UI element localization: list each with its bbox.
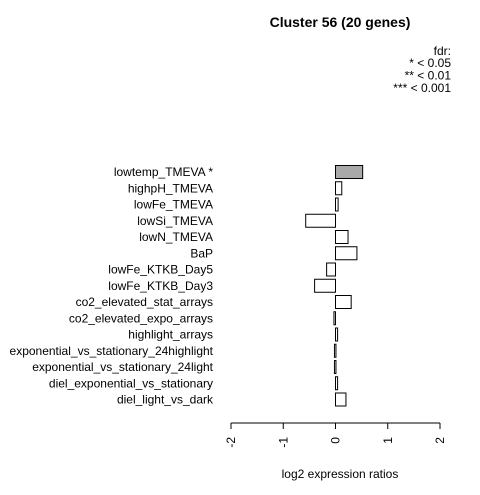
bar xyxy=(335,246,358,261)
bar xyxy=(326,262,336,277)
category-label: exponential_vs_stationary_24light xyxy=(32,360,213,374)
legend: fdr: * < 0.05 ** < 0.01 *** < 0.001 xyxy=(393,44,451,95)
bar xyxy=(335,230,349,244)
legend-entry-3: *** < 0.001 xyxy=(393,81,451,95)
bar xyxy=(335,181,343,196)
bar xyxy=(335,165,364,179)
x-tick-label: -2 xyxy=(224,437,238,448)
x-tick-label: -1 xyxy=(276,437,290,448)
legend-entry-2: ** < 0.01 xyxy=(405,69,452,83)
category-label: highlight_arrays xyxy=(128,328,213,342)
x-tick-label: 0 xyxy=(329,437,343,444)
x-axis-label: log2 expression ratios xyxy=(282,467,399,481)
bar xyxy=(335,376,339,391)
legend-title: fdr: xyxy=(434,44,451,58)
category-label: BaP xyxy=(190,246,213,260)
category-label: lowSi_TMEVA xyxy=(137,214,213,228)
category-label: lowFe_TMEVA xyxy=(134,198,213,212)
category-label: exponential_vs_stationary_24highlight xyxy=(10,344,214,358)
x-axis: -2 -1 0 1 2 xyxy=(224,422,447,448)
category-label: lowN_TMEVA xyxy=(139,230,213,244)
bar xyxy=(335,197,339,212)
category-label: diel_exponential_vs_stationary xyxy=(49,376,213,390)
category-label: diel_light_vs_dark xyxy=(117,393,214,407)
bar xyxy=(333,311,336,326)
bar xyxy=(305,213,336,228)
category-label: lowtemp_TMEVA * xyxy=(114,165,213,179)
bar xyxy=(335,327,339,342)
x-tick-label: 2 xyxy=(433,437,447,444)
bars xyxy=(305,165,364,407)
bar xyxy=(335,295,352,309)
bar xyxy=(333,360,337,374)
chart-title: Cluster 56 (20 genes) xyxy=(270,14,411,30)
category-label: lowFe_KTKB_Day5 xyxy=(108,263,213,277)
category-label: highpH_TMEVA xyxy=(128,181,213,195)
category-labels: lowtemp_TMEVA * highpH_TMEVA lowFe_TMEVAlo… xyxy=(10,165,214,407)
bar xyxy=(333,343,337,358)
legend-entry-1: * < 0.05 xyxy=(409,56,451,70)
category-label: co2_elevated_stat_arrays xyxy=(76,295,213,309)
bar xyxy=(314,278,337,293)
category-label: co2_elevated_expo_arrays xyxy=(69,311,213,325)
bar xyxy=(335,392,347,407)
category-label: lowFe_KTKB_Day3 xyxy=(108,279,213,293)
x-tick-label: 1 xyxy=(381,437,395,444)
